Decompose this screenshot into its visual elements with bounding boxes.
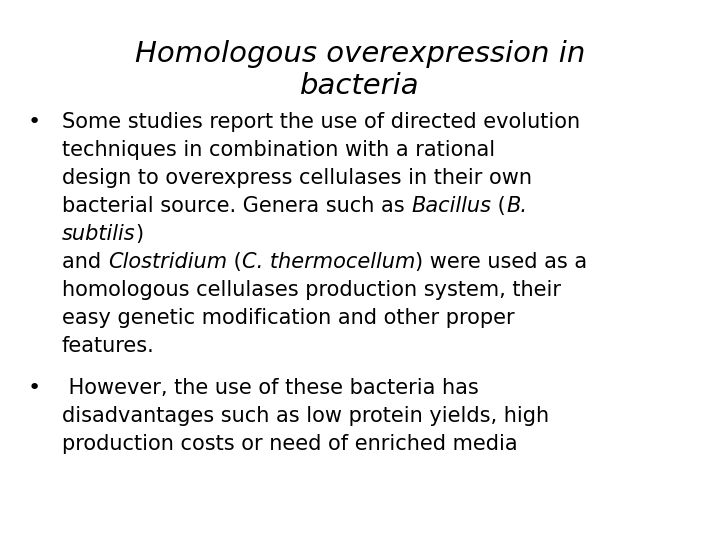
- Text: (: (: [227, 252, 242, 272]
- Text: •: •: [28, 112, 41, 132]
- Text: features.: features.: [62, 336, 155, 356]
- Text: subtilis: subtilis: [62, 224, 135, 244]
- Text: Homologous overexpression in: Homologous overexpression in: [135, 40, 585, 68]
- Text: design to overexpress cellulases in their own: design to overexpress cellulases in thei…: [62, 168, 532, 188]
- Text: B.: B.: [506, 196, 527, 216]
- Text: •: •: [28, 378, 41, 398]
- Text: bacteria: bacteria: [300, 72, 420, 100]
- Text: Clostridium: Clostridium: [108, 252, 227, 272]
- Text: (: (: [491, 196, 506, 216]
- Text: techniques in combination with a rational: techniques in combination with a rationa…: [62, 140, 495, 160]
- Text: and: and: [62, 252, 108, 272]
- Text: Some studies report the use of directed evolution: Some studies report the use of directed …: [62, 112, 580, 132]
- Text: bacterial source. Genera such as: bacterial source. Genera such as: [62, 196, 411, 216]
- Text: disadvantages such as low protein yields, high: disadvantages such as low protein yields…: [62, 406, 549, 426]
- Text: homologous cellulases production system, their: homologous cellulases production system,…: [62, 280, 561, 300]
- Text: Bacillus: Bacillus: [411, 196, 491, 216]
- Text: C. thermocellum: C. thermocellum: [242, 252, 415, 272]
- Text: easy genetic modification and other proper: easy genetic modification and other prop…: [62, 308, 515, 328]
- Text: ) were used as a: ) were used as a: [415, 252, 587, 272]
- Text: However, the use of these bacteria has: However, the use of these bacteria has: [62, 378, 479, 398]
- Text: production costs or need of enriched media: production costs or need of enriched med…: [62, 434, 518, 454]
- Text: ): ): [135, 224, 144, 244]
